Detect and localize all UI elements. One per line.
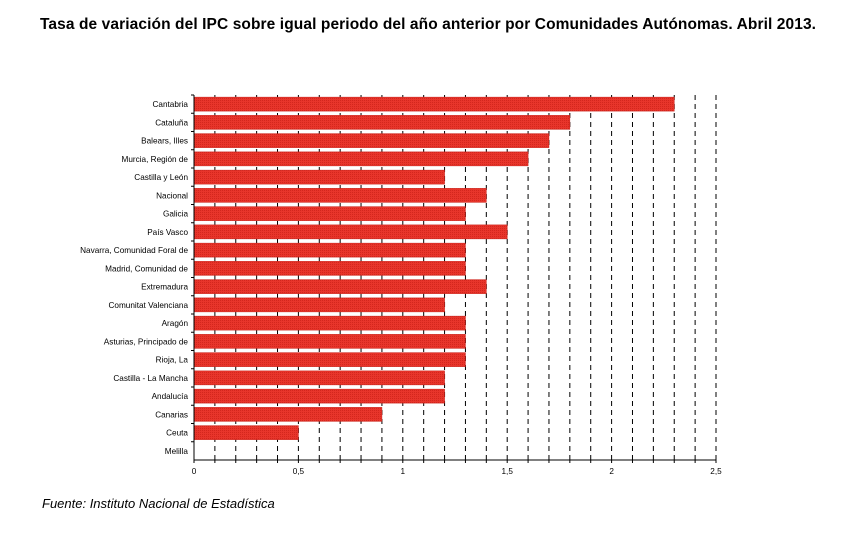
bar	[193, 242, 466, 258]
grid-lines	[214, 95, 717, 460]
bar	[193, 407, 383, 422]
bar	[193, 188, 487, 203]
bar	[193, 370, 445, 386]
bar	[193, 315, 466, 331]
x-tick-label: 1	[401, 467, 406, 476]
bar	[193, 425, 299, 440]
bar	[193, 169, 445, 185]
category-label: Rioja, La	[156, 356, 189, 365]
category-labels: Cantabria Cataluña Balears, Illes Murcia, R…	[80, 100, 188, 456]
category-label: Comunitat Valenciana	[109, 301, 189, 310]
category-label: Melilla	[165, 447, 189, 456]
category-label: Castilla - La Mancha	[113, 374, 188, 383]
bar	[193, 206, 466, 221]
category-label: Asturias, Principado de	[104, 337, 189, 346]
bar	[193, 115, 571, 130]
x-tick-label: 1,5	[502, 467, 514, 476]
chart-title: Tasa de variación del IPC sobre igual pe…	[40, 16, 817, 33]
category-label: Castilla y León	[134, 173, 188, 182]
bar	[193, 133, 550, 148]
category-label: Nacional	[156, 191, 188, 200]
bar	[193, 279, 487, 294]
category-label: Madrid, Comunidad de	[105, 264, 188, 273]
category-label: Extremadura	[141, 283, 188, 292]
category-label: Galicia	[163, 210, 188, 219]
x-tick-label: 0,5	[293, 467, 305, 476]
bar	[193, 261, 466, 276]
bar	[193, 388, 445, 404]
bar	[193, 151, 529, 167]
category-label: Murcia, Región de	[122, 155, 189, 164]
x-tick-label: 2	[609, 467, 614, 476]
category-label: Navarra, Comunidad Foral de	[80, 246, 188, 255]
bar	[193, 96, 675, 112]
category-label: Cataluña	[155, 118, 188, 127]
source-note: Fuente: Instituto Nacional de Estadístic…	[42, 496, 275, 511]
category-label: País Vasco	[147, 228, 188, 237]
x-tick-label: 0	[192, 467, 197, 476]
category-label: Balears, Illes	[141, 137, 188, 146]
bar	[193, 352, 466, 367]
bar	[193, 224, 508, 240]
category-label: Cantabria	[152, 100, 188, 109]
category-label: Aragón	[162, 319, 189, 328]
category-label: Andalucía	[152, 392, 189, 401]
category-label: Ceuta	[166, 429, 188, 438]
x-tick-label: 2,5	[710, 467, 722, 476]
bar	[193, 334, 466, 349]
bar	[193, 297, 445, 313]
bars	[193, 96, 675, 440]
x-axis: 0 0,5 1 1,5 2 2,5	[191, 94, 722, 476]
category-label: Canarias	[155, 410, 188, 419]
